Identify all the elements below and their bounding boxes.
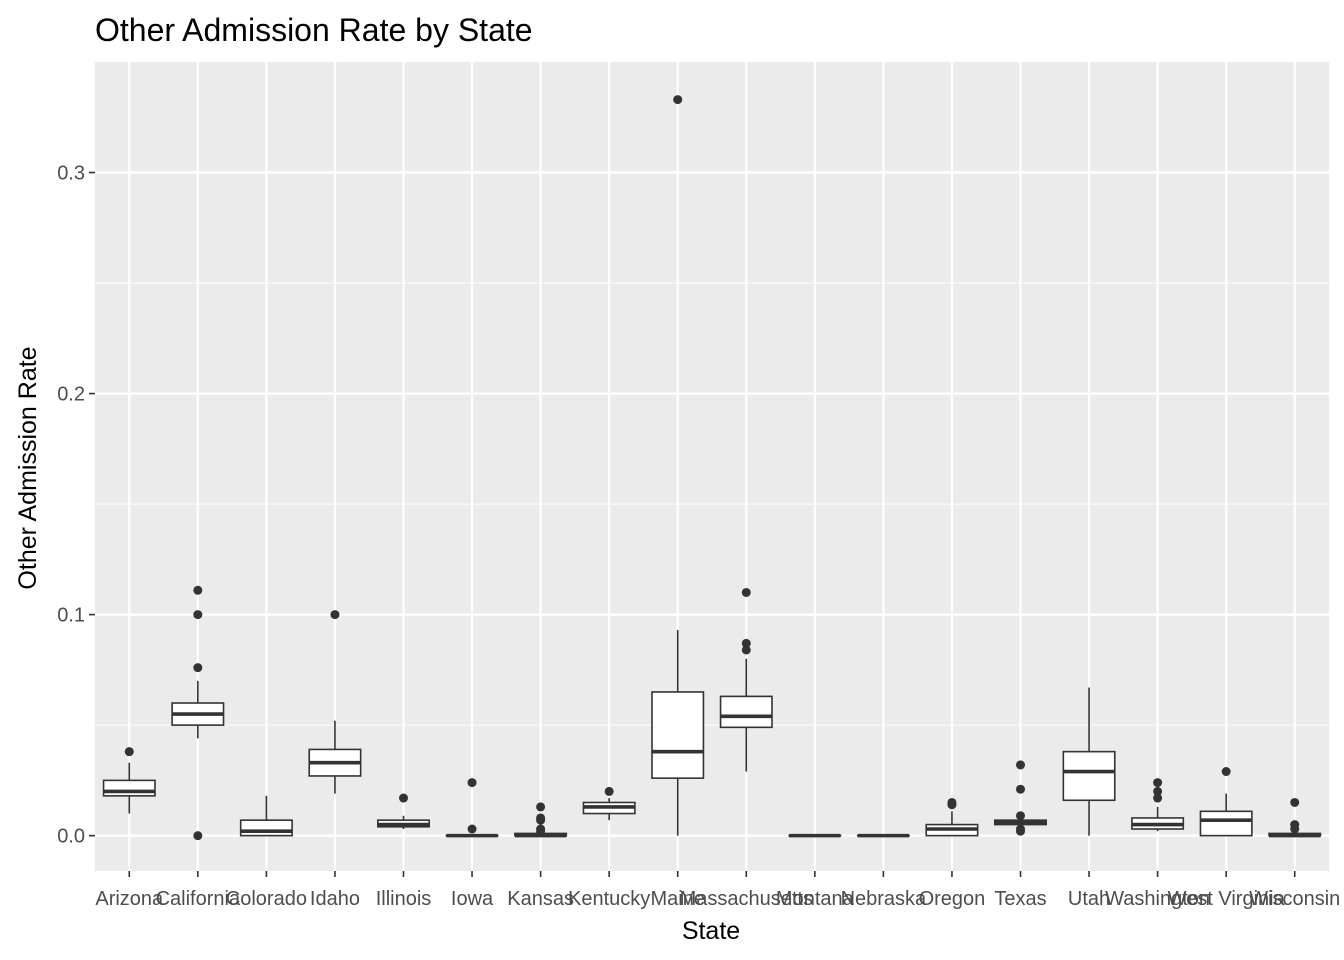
x-tick-label: Arizona xyxy=(95,888,164,910)
outlier-point xyxy=(467,824,477,834)
outlier-point xyxy=(1016,760,1025,770)
box-west-virginia xyxy=(1199,767,1253,837)
box-wisconsin xyxy=(1268,797,1322,838)
outlier-point xyxy=(1290,824,1300,834)
outlier-point xyxy=(193,831,203,841)
box-texas xyxy=(993,760,1048,836)
x-tick-label: Nebraska xyxy=(841,888,927,910)
minor-gridlines xyxy=(95,282,1329,726)
x-tick-label: Idaho xyxy=(310,888,360,910)
outlier-point xyxy=(604,786,614,796)
outlier-point xyxy=(1290,797,1300,807)
x-tick-label: Massachusetts xyxy=(680,888,813,910)
x-tick-label: Iowa xyxy=(451,888,494,910)
outlier-point xyxy=(399,793,408,803)
y-axis: 0.0 0.1 0.2 0.3 xyxy=(57,163,95,848)
box-kentucky xyxy=(582,786,636,821)
x-tick-label: Illinois xyxy=(376,888,432,910)
outlier-point xyxy=(673,95,683,105)
box-illinois xyxy=(376,793,431,830)
x-tick-label: Oregon xyxy=(919,888,986,910)
box-iqr xyxy=(239,819,293,837)
box-iqr xyxy=(1199,810,1253,837)
outlier-point xyxy=(193,663,203,673)
x-tick-label: Colorado xyxy=(226,888,307,910)
outlier-point xyxy=(1016,826,1025,836)
box-arizona xyxy=(102,747,156,814)
outlier-point xyxy=(193,610,203,620)
box-idaho xyxy=(308,610,362,794)
box-series xyxy=(102,95,1322,841)
outlier-point xyxy=(536,802,546,812)
outlier-point xyxy=(741,587,751,597)
box-oregon xyxy=(925,797,979,837)
outlier-point xyxy=(1153,778,1163,788)
x-tick-label: West Virginia xyxy=(1168,888,1286,910)
outlier-point xyxy=(741,645,751,655)
y-tick-label: 0.0 xyxy=(57,826,85,848)
x-axis-title: State xyxy=(682,917,740,945)
y-tick-label: 0.2 xyxy=(57,384,85,406)
outlier-point xyxy=(1153,786,1163,796)
box-iqr xyxy=(719,695,773,729)
x-tick-label: Kansas xyxy=(507,888,574,910)
outlier-point xyxy=(1016,784,1025,794)
box-utah xyxy=(1062,687,1116,836)
box-colorado xyxy=(239,795,293,837)
x-tick-label: Washington xyxy=(1105,888,1210,910)
box-washington xyxy=(1131,778,1185,832)
outlier-point xyxy=(124,747,134,757)
plot-panel xyxy=(95,62,1329,871)
box-iqr xyxy=(102,779,156,797)
box-iqr xyxy=(1062,750,1116,802)
outlier-point xyxy=(193,585,203,595)
outlier-point xyxy=(467,778,477,788)
box-massachusetts xyxy=(719,587,773,772)
outlier-point xyxy=(536,826,546,836)
outlier-point xyxy=(536,815,546,825)
x-tick-label: Texas xyxy=(994,888,1046,910)
box-iqr xyxy=(651,691,705,779)
outlier-point xyxy=(947,800,957,810)
y-tick-label: 0.3 xyxy=(57,163,85,185)
x-tick-label: Wisconsin xyxy=(1249,888,1340,910)
x-tick-label: California xyxy=(156,888,241,910)
y-axis-title: Other Admission Rate xyxy=(14,346,42,589)
box-maine xyxy=(651,95,705,836)
x-tick-label: Montana xyxy=(776,888,855,910)
y-tick-label: 0.1 xyxy=(57,605,85,627)
outlier-point xyxy=(1221,767,1231,777)
box-iowa xyxy=(445,778,499,838)
box-california xyxy=(171,585,225,841)
box-kansas xyxy=(514,802,568,838)
outlier-point xyxy=(1016,811,1025,821)
outlier-point xyxy=(330,610,340,620)
chart-title: Other Admission Rate by State xyxy=(95,12,533,48)
outlier-point xyxy=(741,638,751,648)
outlier-point xyxy=(1153,793,1163,803)
x-tick-label: Utah xyxy=(1068,888,1110,910)
x-tick-label: Kentucky xyxy=(568,888,650,910)
x-tick-label: Maine xyxy=(650,888,704,910)
